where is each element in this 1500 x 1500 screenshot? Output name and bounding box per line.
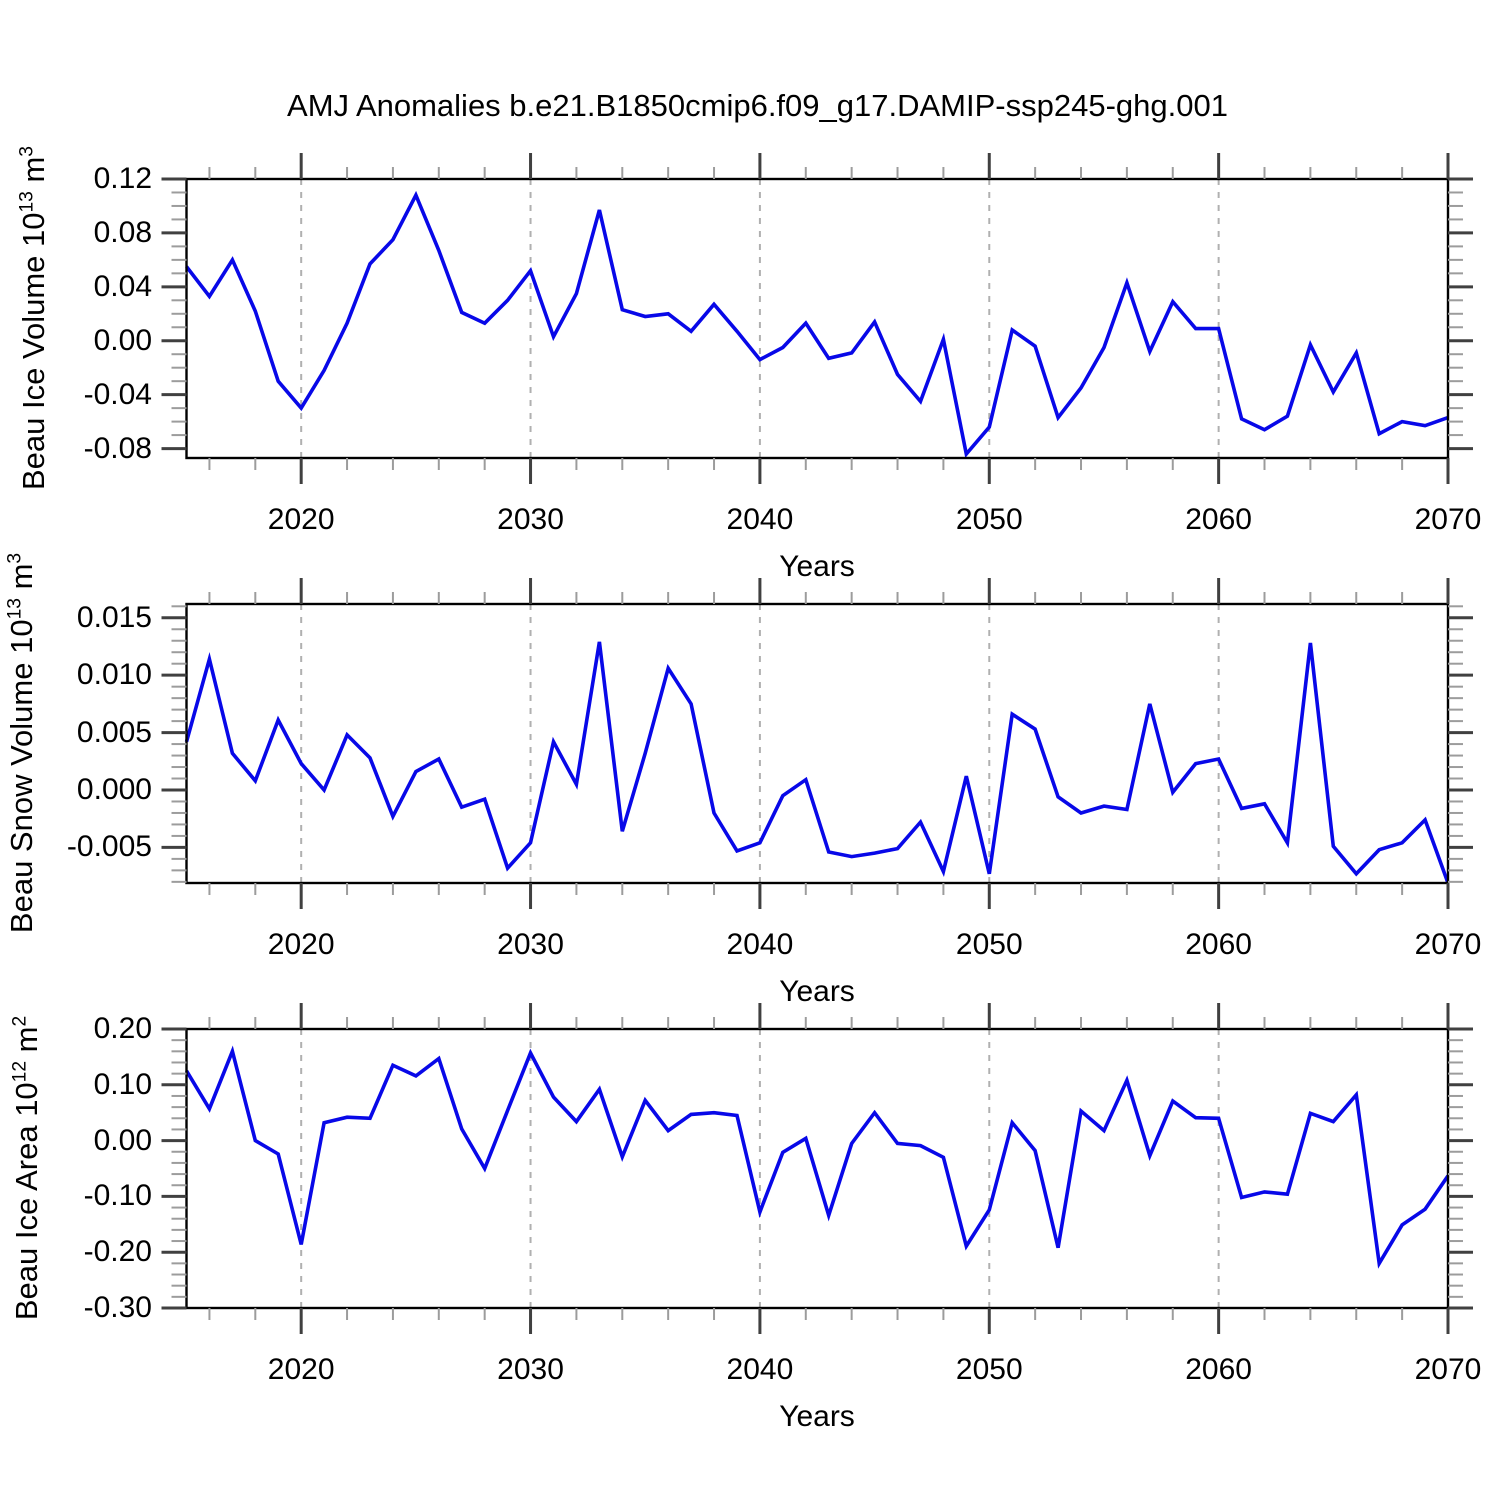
x-tick-label: 2060 <box>1185 928 1252 961</box>
x-tick-label: 2070 <box>1414 503 1482 536</box>
superscript: 13 <box>16 191 38 213</box>
x-axis-label: Years <box>779 550 855 583</box>
y-tick-label: 0.015 <box>76 600 152 634</box>
superscript: 12 <box>9 1060 31 1083</box>
y-tick-label: -0.04 <box>83 377 152 411</box>
y-axis-title-ice-area: Beau Ice Area 1012 m2 <box>9 1015 44 1321</box>
axis-box-beau-ice-area <box>185 1027 1450 1310</box>
y-tick-label: -0.005 <box>66 830 152 864</box>
x-tick-label: 2040 <box>726 1353 794 1386</box>
x-tick-label: 2060 <box>1185 1353 1252 1386</box>
y-tick-label: -0.20 <box>83 1235 152 1269</box>
y-tick-label: 0.00 <box>93 1123 152 1157</box>
y-tick-label: 0.005 <box>76 715 152 749</box>
superscript: 3 <box>16 146 38 157</box>
y-tick-label: -0.10 <box>83 1179 152 1213</box>
x-tick-label: 2030 <box>497 928 564 961</box>
y-tick-label: -0.08 <box>83 431 152 465</box>
x-tick-label: 2070 <box>1414 1353 1482 1386</box>
x-tick-label: 2040 <box>726 503 794 536</box>
y-tick-label: 0.20 <box>93 1012 152 1045</box>
x-tick-label: 2020 <box>267 928 335 961</box>
x-tick-label: 2030 <box>497 503 564 536</box>
x-tick-label: 2030 <box>497 1353 564 1386</box>
y-tick-label: -0.30 <box>83 1291 152 1324</box>
y-tick-label: 0.000 <box>76 773 152 806</box>
x-axis-label: Years <box>779 1400 855 1433</box>
y-tick-label: 0.12 <box>93 162 152 195</box>
axis-box-beau-ice-volume <box>185 177 1450 460</box>
x-tick-label: 2070 <box>1414 928 1482 961</box>
superscript: 2 <box>9 1015 31 1027</box>
x-tick-label: 2040 <box>726 928 794 961</box>
x-tick-label: 2050 <box>955 503 1023 536</box>
y-tick-label: 0.08 <box>93 215 152 249</box>
y-tick-label: 0.04 <box>93 269 152 303</box>
y-tick-label: 0.010 <box>76 658 152 692</box>
data-line-beau-ice-volume <box>185 190 1449 458</box>
data-line-beau-ice-area <box>184 1045 1450 1269</box>
superscript: 13 <box>4 598 26 620</box>
chart-title: AMJ Anomalies b.e21.B1850cmip6.f09_g17.D… <box>287 88 1228 123</box>
superscript: 3 <box>4 552 26 564</box>
x-tick-label: 2060 <box>1185 503 1252 536</box>
axis-box-beau-snow-volume <box>185 602 1450 885</box>
y-tick-label: 0.10 <box>93 1067 152 1101</box>
x-tick-label: 2020 <box>267 503 335 536</box>
y-axis-title-snow-volume: Beau Snow Volume 1013 m3 <box>4 552 39 934</box>
x-tick-label: 2050 <box>955 928 1023 961</box>
x-axis-label: Years <box>779 975 855 1008</box>
data-line-beau-snow-volume <box>184 641 1450 884</box>
x-tick-label: 2050 <box>955 1353 1023 1386</box>
y-tick-label: 0.00 <box>93 323 152 357</box>
x-tick-label: 2020 <box>267 1353 335 1386</box>
